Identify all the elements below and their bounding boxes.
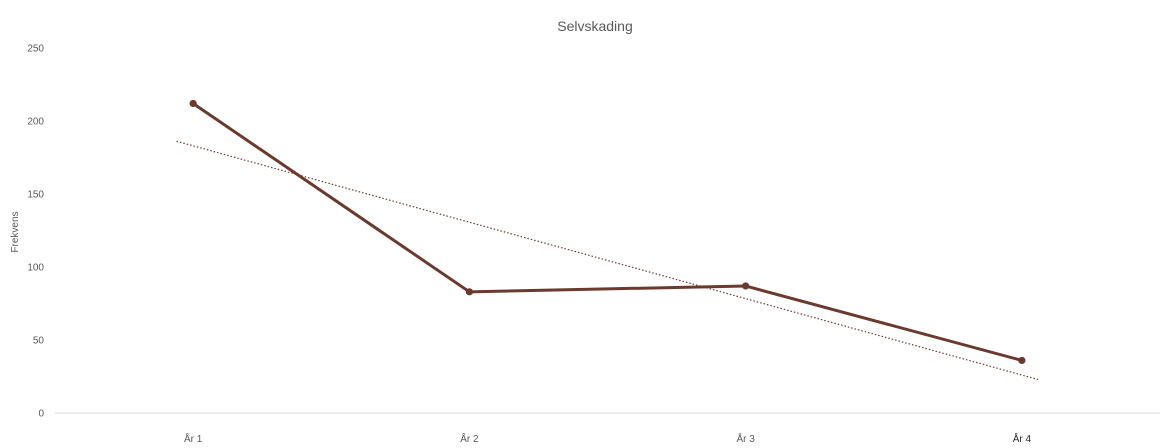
y-tick-label: 200: [27, 117, 44, 128]
y-tick-label: 250: [27, 44, 44, 55]
series-line: [192, 102, 1023, 362]
data-points: [189, 99, 1026, 365]
y-axis-title: Frekvens: [10, 211, 21, 252]
data-point: [742, 282, 750, 290]
x-category-label: År 4: [1013, 432, 1032, 445]
data-point: [465, 288, 473, 296]
data-point: [1018, 356, 1026, 365]
chart-title: Selvskading: [557, 18, 633, 34]
x-category-label: År 1: [184, 432, 203, 445]
x-category-labels: År 1 År 2 År 3 År 4: [184, 432, 1032, 445]
x-category-label: År 2: [460, 432, 479, 445]
y-tick-label: 50: [33, 336, 45, 347]
y-tick-label: 150: [27, 190, 44, 201]
x-category-label: År 3: [736, 432, 755, 445]
y-tick-label: 100: [27, 263, 44, 274]
y-tick-label: 0: [38, 409, 44, 420]
trendline: [176, 140, 1039, 381]
y-tick-labels: 0 50 100 150 200 250: [27, 44, 44, 420]
data-point: [189, 99, 197, 108]
